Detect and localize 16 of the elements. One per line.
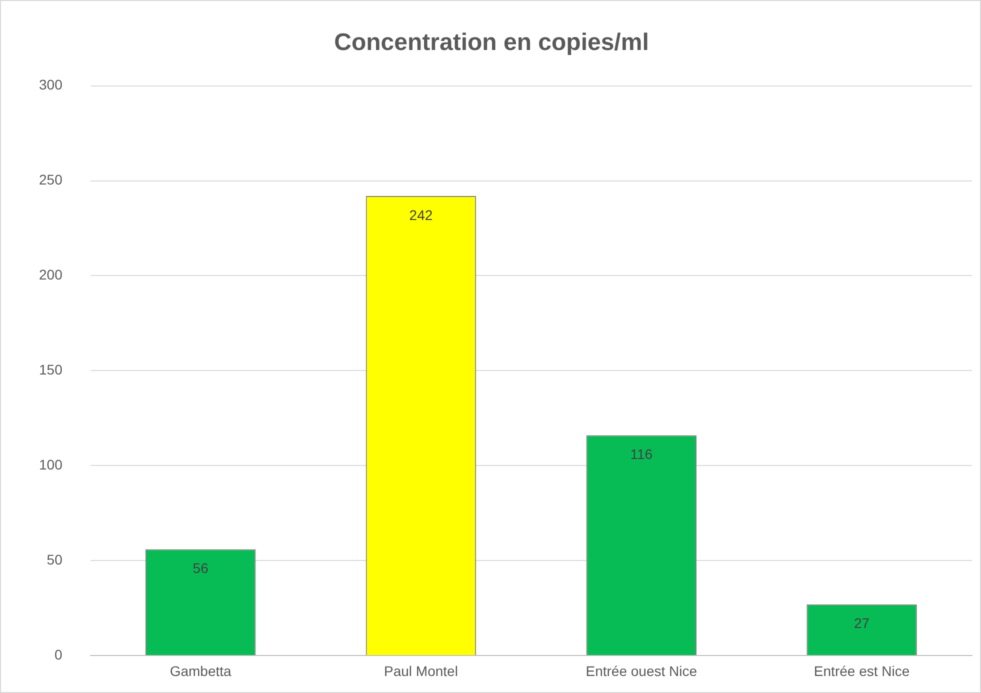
y-tick-label: 300 bbox=[39, 76, 63, 93]
y-tick-label: 100 bbox=[39, 456, 63, 473]
x-tick-label: Entrée ouest Nice bbox=[586, 662, 698, 679]
x-tick-label: Paul Montel bbox=[384, 662, 458, 679]
y-tick-label: 150 bbox=[39, 362, 63, 378]
x-tick-label: Entrée est Nice bbox=[814, 662, 910, 679]
y-tick-label: 50 bbox=[46, 551, 63, 568]
x-tick-label: Gambetta bbox=[170, 662, 232, 679]
data-label: 242 bbox=[409, 206, 433, 223]
chart-title: Concentration en copies/ml bbox=[334, 29, 649, 56]
y-tick-label: 200 bbox=[39, 266, 63, 283]
data-label: 56 bbox=[192, 560, 209, 576]
y-tick-label: 250 bbox=[39, 172, 63, 188]
y-tick-label: 0 bbox=[54, 646, 63, 662]
data-label: 27 bbox=[854, 615, 870, 632]
data-label: 116 bbox=[630, 446, 653, 462]
